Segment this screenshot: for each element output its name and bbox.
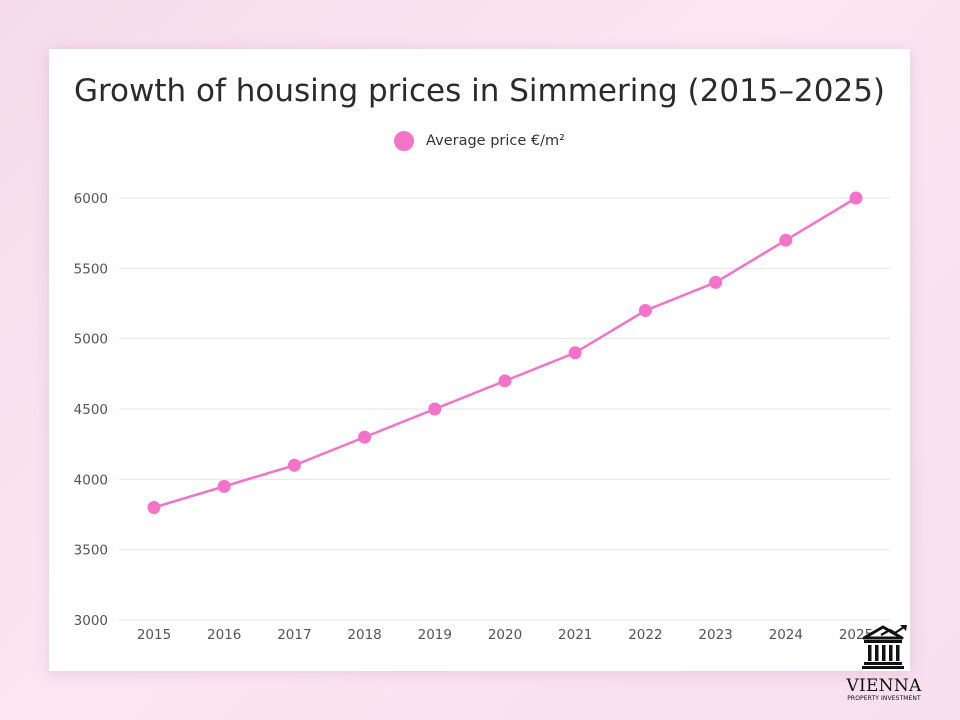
y-tick-label: 3500 (74, 543, 108, 559)
data-point (568, 346, 582, 360)
data-point (428, 402, 442, 416)
chart-title: Growth of housing prices in Simmering (2… (73, 73, 886, 109)
data-point (498, 374, 512, 388)
series-line (153, 196, 857, 509)
data-point (147, 500, 161, 514)
logo-subtitle: PROPERTY INVESTMENT (847, 695, 921, 702)
y-tick-label: 4500 (74, 402, 108, 418)
x-tick-label: 2020 (488, 627, 522, 643)
y-tick-label: 4000 (74, 472, 108, 488)
x-tick-label: 2017 (277, 627, 311, 643)
x-tick-label: 2018 (347, 627, 381, 643)
data-point (849, 191, 863, 205)
x-tick-label: 2024 (769, 627, 803, 643)
x-tick-label: 2022 (628, 627, 662, 643)
x-tick-label: 2016 (207, 627, 241, 643)
data-point (709, 275, 723, 289)
legend-label: Average price €/m² (426, 133, 565, 149)
logo-name: VIENNA (846, 676, 922, 696)
data-point (638, 304, 652, 318)
x-tick-label: 2021 (558, 627, 592, 643)
bank-building-icon (862, 625, 907, 669)
y-tick-label: 5000 (74, 332, 108, 348)
y-tick-label: 5500 (74, 261, 108, 277)
x-tick-label: 2023 (698, 627, 732, 643)
data-point (217, 479, 231, 493)
chart-legend[interactable]: Average price €/m² (49, 131, 910, 151)
data-point (358, 430, 372, 444)
chart-card: Growth of housing prices in Simmering (2… (49, 49, 910, 671)
brand-logo: VIENNA PROPERTY INVESTMENT (836, 624, 932, 704)
line-chart: 3000 3500 4000 4500 5000 5500 6000 2015 2016 2017… (74, 191, 890, 643)
data-point (779, 233, 793, 247)
x-tick-label: 2019 (418, 627, 452, 643)
y-tick-label: 3000 (74, 613, 108, 629)
legend-marker (394, 131, 415, 151)
x-tick-label: 2015 (137, 627, 171, 643)
y-tick-label: 6000 (74, 191, 108, 207)
data-point (287, 458, 301, 472)
